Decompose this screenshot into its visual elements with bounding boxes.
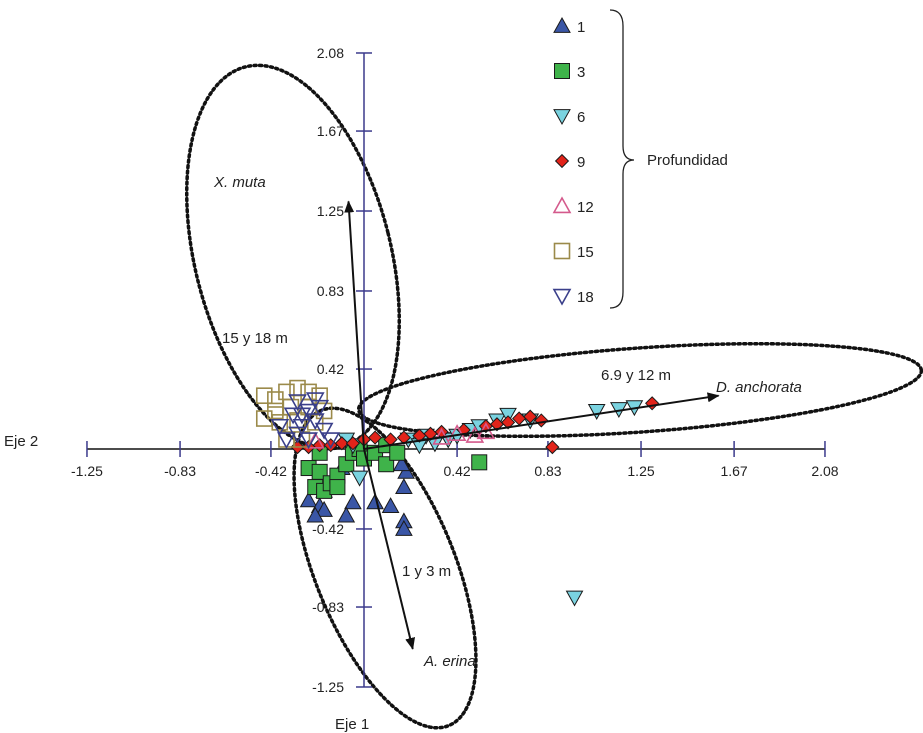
x-tick-label: 0.83 <box>534 463 561 479</box>
legend-marker-6 <box>553 109 571 126</box>
point-depth-1 <box>395 478 413 494</box>
point-depth-18 <box>305 413 325 431</box>
legend-title: Profundidad <box>647 152 728 169</box>
point-depth-1 <box>366 493 384 510</box>
legend-label-12: 12 <box>577 199 594 216</box>
x-tick-label: 2.08 <box>811 463 838 479</box>
y-tick-label: 0.83 <box>317 283 344 299</box>
point-depth-1 <box>392 455 411 472</box>
y-tick-label: -0.42 <box>312 521 344 537</box>
legend-marker-15 <box>553 242 571 260</box>
y-axis-title: Eje 1 <box>335 716 369 733</box>
legend-brace <box>609 9 635 309</box>
vector-arrow-1 <box>363 392 720 450</box>
point-depth-1 <box>344 493 362 510</box>
y-tick-label: 0.42 <box>317 361 344 377</box>
y-tick-label: 1.67 <box>317 123 344 139</box>
vector-label-x-muta: X. muta <box>213 174 266 191</box>
x-axis-title: Eje 2 <box>4 433 38 450</box>
point-depth-18 <box>299 403 318 421</box>
x-tick-label: -0.42 <box>255 463 287 479</box>
point-depth-3 <box>329 479 346 496</box>
point-depth-18 <box>305 392 325 410</box>
ellipse-shallow-group <box>292 406 478 730</box>
point-depth-12 <box>447 424 467 441</box>
point-depth-18 <box>299 432 318 450</box>
y-tick-label: -1.25 <box>312 679 344 695</box>
point-depth-9 <box>645 396 660 411</box>
legend-label-3: 3 <box>577 64 585 81</box>
species-vectors <box>344 200 720 650</box>
legend: 1 3 6 9 12 15 18 <box>552 16 594 306</box>
y-tick-label: 2.08 <box>317 45 344 61</box>
point-depth-18 <box>270 418 290 436</box>
vector-label-d-anchorata: D. anchorata <box>716 379 802 396</box>
point-depth-15 <box>271 414 289 431</box>
point-depth-18 <box>314 422 334 440</box>
point-depth-9 <box>545 439 560 455</box>
point-depth-3 <box>389 444 406 461</box>
point-depth-18 <box>292 407 312 425</box>
point-depth-6 <box>565 590 584 607</box>
legend-label-6: 6 <box>577 109 585 126</box>
x-tick-label: -1.25 <box>71 463 103 479</box>
point-depth-1 <box>381 497 400 514</box>
point-depth-12 <box>465 426 485 443</box>
point-depth-6 <box>350 470 369 487</box>
ellipse-mid-group <box>356 341 923 439</box>
vector-arrow-2 <box>363 448 416 650</box>
point-depth-12 <box>305 431 325 449</box>
legend-marker-12 <box>552 196 572 214</box>
point-depth-18 <box>277 432 296 450</box>
point-depth-9 <box>367 430 383 445</box>
point-depth-1 <box>337 506 356 523</box>
group-label-shallow: 1 y 3 m <box>402 563 451 580</box>
point-depth-18 <box>321 432 341 450</box>
axes: -1.25 -0.83 -0.42 0.42 0.83 1.25 1.67 2.08 2.08 1… <box>71 45 839 695</box>
group-label-deep: 15 y 18 m <box>222 330 288 347</box>
x-tick-label: -0.83 <box>164 463 196 479</box>
x-tick-label: 1.67 <box>720 463 747 479</box>
legend-label-15: 15 <box>577 244 594 261</box>
legend-marker-18 <box>552 288 572 306</box>
point-depth-18 <box>288 394 307 412</box>
point-depth-1 <box>306 506 325 523</box>
point-depth-6 <box>587 404 606 420</box>
ellipse-deep-group <box>184 63 402 451</box>
group-label-mid: 6.9 y 12 m <box>601 367 671 384</box>
point-depth-9 <box>334 436 349 451</box>
point-depth-1 <box>395 519 413 536</box>
legend-marker-1 <box>553 16 571 33</box>
x-tick-label: 0.42 <box>443 463 470 479</box>
legend-marker-3 <box>554 63 570 79</box>
point-depth-15 <box>289 379 306 397</box>
y-tick-label: -0.83 <box>312 599 344 615</box>
point-depth-9 <box>500 415 516 430</box>
point-depth-15 <box>293 431 311 448</box>
legend-label-1: 1 <box>577 19 585 36</box>
point-depth-9 <box>345 436 361 451</box>
x-tick-label: 1.25 <box>627 463 654 479</box>
y-tick-label: 1.25 <box>317 203 344 219</box>
vector-label-a-erina: A. erina <box>423 653 476 670</box>
point-depth-1 <box>299 491 318 508</box>
point-depth-3 <box>471 454 488 471</box>
legend-marker-9 <box>554 153 570 169</box>
vector-arrow-0 <box>344 200 365 450</box>
legend-label-9: 9 <box>577 154 585 171</box>
legend-label-18: 18 <box>577 289 594 306</box>
point-depth-15 <box>255 387 273 404</box>
point-depth-1 <box>315 500 333 517</box>
